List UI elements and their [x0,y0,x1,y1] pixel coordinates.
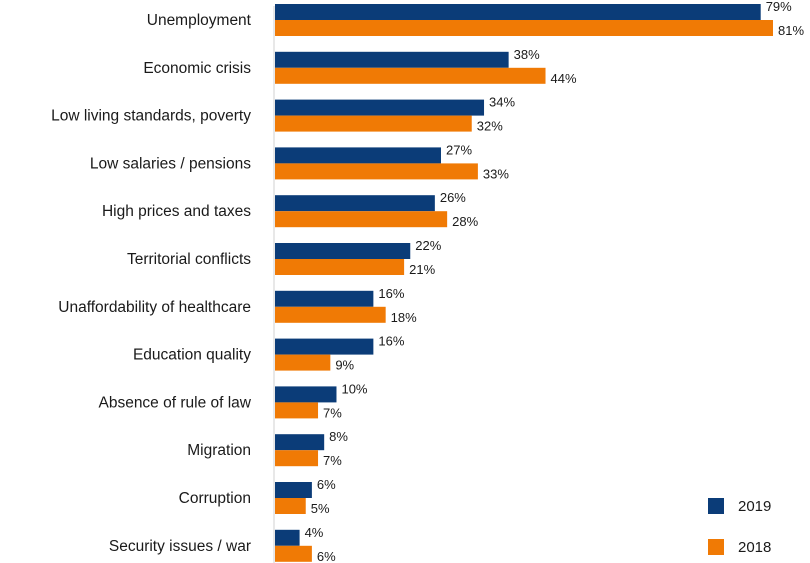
value-label-2018-unemployment: 81% [778,23,804,38]
value-label-2018-high-prices-and-taxes: 28% [452,214,478,229]
category-label-economic-crisis: Economic crisis [143,60,251,77]
bar-2018-low-salaries-pensions [275,163,478,180]
category-label-security-issues-war: Security issues / war [109,538,251,555]
bar-2019-absence-of-rule-of-law [275,386,337,403]
category-label-education-quality: Education quality [133,347,251,364]
value-label-2019-corruption: 6% [317,477,336,492]
value-label-2019-absence-of-rule-of-law: 10% [341,381,367,396]
category-label-unemployment: Unemployment [147,12,252,29]
value-label-2018-migration: 7% [323,453,342,468]
value-label-2018-corruption: 5% [311,501,330,516]
category-label-low-salaries-pensions: Low salaries / pensions [90,155,251,172]
bar-2018-security-issues-war [275,545,312,562]
value-label-2019-security-issues-war: 4% [305,525,324,540]
category-label-migration: Migration [187,442,251,459]
bar-2019-territorial-conflicts [275,243,411,259]
category-labels: Unemployment Economic crisis Low living st… [51,12,252,555]
bar-2018-low-living-standards-poverty [275,115,472,132]
category-label-unaffordability-of-healthcare: Unaffordability of healthcare [58,299,251,316]
category-label-absence-of-rule-of-law: Absence of rule of law [98,394,251,411]
legend-swatch-2018 [708,539,724,555]
bar-2019-low-salaries-pensions [275,147,441,164]
legend-label-2019: 2019 [738,498,771,515]
bar-2019-security-issues-war [275,529,300,546]
value-label-2019-economic-crisis: 38% [514,47,540,62]
category-label-corruption: Corruption [179,490,251,507]
bar-2019-unaffordability-of-healthcare [275,290,374,307]
value-label-2019-high-prices-and-taxes: 26% [440,190,466,205]
bar-2019-unemployment [275,4,761,20]
legend-swatch-2019 [708,498,724,514]
category-label-low-living-standards-poverty: Low living standards, poverty [51,108,251,125]
value-label-2018-economic-crisis: 44% [551,71,577,86]
bar-2019-education-quality [275,338,374,355]
bar-2018-education-quality [275,354,331,371]
bars-group: 79% 81% 38% 44% 34% 32% 27% 33% 26% 28% 22% 21% 16% 1… [275,0,804,563]
value-label-2019-migration: 8% [329,429,348,444]
value-label-2019-unaffordability-of-healthcare: 16% [378,286,404,301]
bar-2019-corruption [275,482,312,498]
bar-2019-economic-crisis [275,51,509,68]
value-label-2018-low-salaries-pensions: 33% [483,166,509,181]
bar-2018-absence-of-rule-of-law [275,402,319,419]
value-label-2018-unaffordability-of-healthcare: 18% [391,310,417,325]
value-label-2019-territorial-conflicts: 22% [415,238,441,253]
value-label-2018-education-quality: 9% [335,358,354,373]
bar-2018-territorial-conflicts [275,259,405,275]
value-label-2018-security-issues-war: 6% [317,549,336,563]
value-label-2018-territorial-conflicts: 21% [409,262,435,277]
value-label-2019-unemployment: 79% [766,0,792,14]
category-label-territorial-conflicts: Territorial conflicts [127,251,251,268]
legend-label-2018: 2018 [738,539,771,556]
bar-2019-low-living-standards-poverty [275,99,485,116]
bar-2019-migration [275,434,325,451]
value-label-2019-low-living-standards-poverty: 34% [489,95,515,110]
value-label-2018-low-living-standards-poverty: 32% [477,119,503,134]
bar-2018-high-prices-and-taxes [275,211,448,228]
bar-2018-unemployment [275,20,773,36]
value-label-2018-absence-of-rule-of-law: 7% [323,405,342,420]
category-label-high-prices-and-taxes: High prices and taxes [102,203,251,220]
bar-2018-economic-crisis [275,67,546,84]
legend: 2019 2018 [708,498,771,556]
bar-2018-corruption [275,498,306,514]
bar-2018-unaffordability-of-healthcare [275,306,386,323]
bar-2019-high-prices-and-taxes [275,195,435,212]
bar-2018-migration [275,450,319,467]
value-label-2019-low-salaries-pensions: 27% [446,142,472,157]
value-label-2019-education-quality: 16% [378,334,404,349]
